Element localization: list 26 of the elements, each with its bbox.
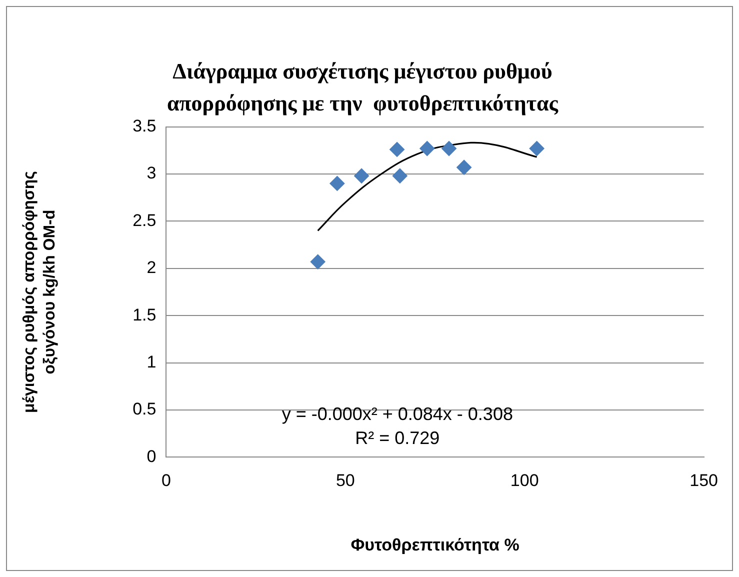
annotation: R² = 0.729 [355,428,440,448]
y-tick-label: 2 [146,258,156,278]
point [354,168,370,184]
point [442,141,457,156]
x-tick-label: 150 [690,471,718,490]
x-tick-label: 100 [510,471,539,490]
point [390,142,405,157]
y-tick-label: 3 [146,164,156,183]
y-tick-label: 0 [146,446,156,466]
point [310,254,326,270]
y-tick-label: 1 [146,352,156,372]
y-axis-title: μέγιστος ρυθμός απορρόφησης οξυγόνου kg/kh OM-d [20,171,59,413]
point [529,141,544,156]
point [456,160,472,175]
y-tick-label: 1.5 [132,305,156,324]
x-axis-title: Φυτοθρεπτικότητα % [350,535,520,554]
y-tick-label: 2.5 [132,210,156,230]
annotation: y = -0.000x² + 0.084x - 0.308 [282,404,513,424]
y-tick-label: 0.5 [132,400,156,419]
point [330,176,345,191]
x-tick-label: 50 [336,471,355,490]
y-tick-label: 3.5 [132,116,156,136]
chart-title: Διάγραμμα συσχέτισης μέγιστου ρυθμού απορρόφησης με την φυτοθρεπτικότητας [166,58,559,116]
point [392,168,408,184]
x-tick-label: 0 [162,471,171,490]
point [420,141,435,156]
